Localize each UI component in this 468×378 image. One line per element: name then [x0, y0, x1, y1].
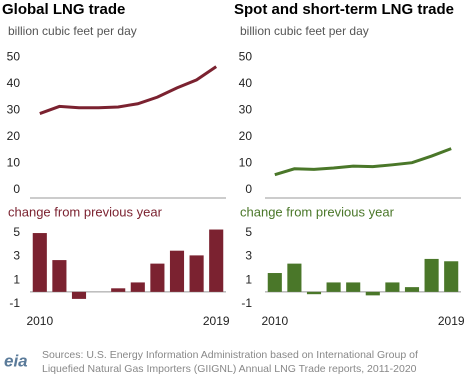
chart-subtitle: billion cubic feet per day — [8, 24, 137, 38]
y-tick-label: 1 — [13, 272, 20, 286]
x-tick-label: 2019 — [438, 314, 465, 328]
bar — [52, 260, 67, 292]
y-tick-label: 1 — [245, 272, 252, 286]
bar — [189, 255, 204, 292]
y-tick-label: 0 — [13, 182, 20, 196]
source: Sources: U.S. Energy Information Adminis… — [42, 349, 418, 361]
bar — [444, 261, 459, 292]
bar — [267, 273, 282, 292]
bar — [71, 291, 87, 299]
x-tick-label: 2010 — [261, 314, 288, 328]
chart-title: Spot and short-term LNG trade — [234, 1, 454, 18]
bar — [306, 291, 322, 295]
bar — [424, 258, 439, 292]
chart-subtitle: billion cubic feet per day — [240, 24, 369, 38]
bar — [169, 250, 185, 292]
y-tick-label: 30 — [7, 103, 21, 117]
line — [39, 65, 218, 115]
x-tick-label: 2010 — [26, 314, 53, 328]
bar — [385, 282, 400, 292]
x-tick-label: 2019 — [203, 314, 230, 328]
y-tick-label: 5 — [13, 225, 20, 239]
y-tick-label: 20 — [7, 129, 21, 143]
source: Liquefied Natural Gas Importers (GIIGNL)… — [42, 363, 417, 375]
y-tick-label: 50 — [7, 49, 21, 63]
y-tick-label: 10 — [7, 156, 21, 170]
y-tick-label: -1 — [9, 296, 20, 310]
y-tick-label: 3 — [13, 249, 20, 263]
chart-subtitle: change from previous year — [8, 204, 163, 219]
bar — [404, 287, 420, 292]
bar — [326, 282, 341, 292]
y-tick-label: 40 — [239, 76, 253, 90]
y-tick-label: 3 — [245, 249, 252, 263]
logo: eia — [4, 351, 28, 370]
y-tick-label: 40 — [7, 76, 21, 90]
bar — [130, 282, 145, 292]
bar — [209, 229, 224, 292]
y-tick-label: 20 — [239, 129, 253, 143]
bar — [346, 282, 361, 292]
chart-title: Global LNG trade — [2, 1, 125, 18]
chart-subtitle: change from previous year — [240, 204, 395, 219]
y-tick-label: 0 — [245, 182, 252, 196]
y-tick-label: 50 — [239, 49, 253, 63]
line — [274, 147, 452, 177]
bar — [111, 288, 126, 292]
y-tick-label: 10 — [239, 156, 253, 170]
bar — [365, 291, 380, 296]
bar — [32, 233, 47, 292]
y-tick-label: -1 — [241, 296, 252, 310]
bar — [287, 263, 302, 292]
bar — [150, 263, 165, 292]
y-tick-label: 30 — [239, 103, 253, 117]
y-tick-label: 5 — [245, 225, 252, 239]
